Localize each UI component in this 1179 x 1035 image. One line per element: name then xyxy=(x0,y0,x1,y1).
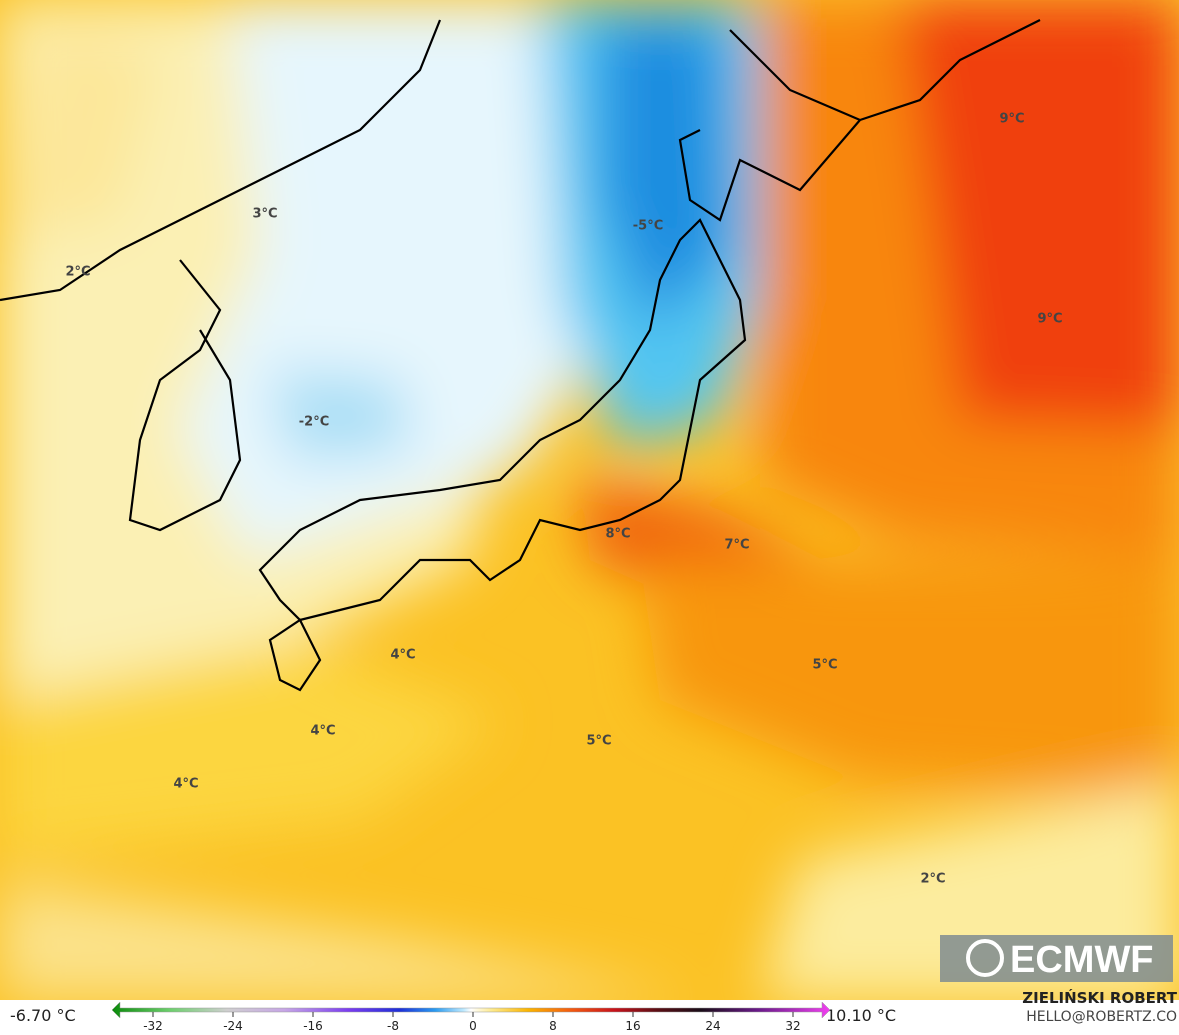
author: ZIELIŃSKI ROBERT xyxy=(1022,988,1177,1007)
temperature-label: 3°C xyxy=(252,207,277,222)
logo-text: ECMWF xyxy=(1010,939,1154,981)
map-labels: 9°C 9°C 3°C 2°C -5°C -2°C 8°C 7°C 4°C 4°C 5°C 4°C 5°… xyxy=(65,112,1062,887)
temperature-label: -5°C xyxy=(633,219,663,234)
temperature-label: 2°C xyxy=(920,872,945,887)
temperature-label: 7°C xyxy=(724,538,749,553)
colorbar-bar xyxy=(111,1001,831,1019)
colorbar-tick-label: 0 xyxy=(469,1019,477,1033)
colorbar-tick-label: 16 xyxy=(625,1019,640,1033)
temperature-label: 4°C xyxy=(310,724,335,739)
colorbar-tick-label: 32 xyxy=(785,1019,800,1033)
colorbar-tick-label: -16 xyxy=(303,1019,323,1033)
temperature-label: 5°C xyxy=(812,658,837,673)
temperature-label: 8°C xyxy=(605,527,630,542)
colorbar-tick-label: -8 xyxy=(387,1019,399,1033)
logo-box: ECMWF xyxy=(940,935,1173,982)
colorbar-tick-label: 8 xyxy=(549,1019,557,1033)
colorbar-min: -6.70 °C xyxy=(10,1006,76,1025)
temperature-label: 4°C xyxy=(173,777,198,792)
temperature-label: -2°C xyxy=(299,415,329,430)
colorbar-tick-label: -24 xyxy=(223,1019,243,1033)
temperature-label: 5°C xyxy=(586,734,611,749)
temperature-label: 9°C xyxy=(999,112,1024,127)
colorbar-tick-label: 24 xyxy=(705,1019,720,1033)
colorbar-tick-label: -32 xyxy=(143,1019,163,1033)
coastlines xyxy=(0,19,1041,692)
colorbar-max: 10.10 °C xyxy=(826,1006,896,1025)
temperature-label: 4°C xyxy=(390,648,415,663)
contact: HELLO@ROBERTZ.CO xyxy=(1026,1009,1177,1025)
colorbar: -32 -24 -16 -8 0 8 16 24 32 xyxy=(111,1001,831,1033)
temperature-label: 9°C xyxy=(1037,312,1062,327)
temperature-label: 2°C xyxy=(65,265,90,280)
temperature-field xyxy=(0,0,1179,1000)
